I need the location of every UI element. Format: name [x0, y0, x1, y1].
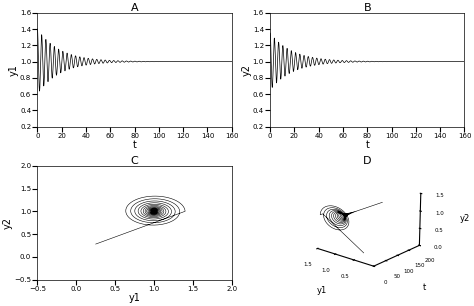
X-axis label: y1: y1 [128, 293, 140, 303]
Y-axis label: y2: y2 [3, 217, 13, 229]
X-axis label: t: t [365, 140, 369, 150]
X-axis label: t: t [133, 140, 137, 150]
Title: C: C [131, 156, 138, 166]
Y-axis label: y2: y2 [241, 64, 251, 76]
X-axis label: y1: y1 [317, 286, 327, 295]
Title: A: A [131, 3, 138, 13]
Y-axis label: t: t [423, 282, 426, 292]
Title: D: D [363, 156, 372, 166]
Y-axis label: y1: y1 [9, 64, 18, 76]
Title: B: B [364, 3, 371, 13]
